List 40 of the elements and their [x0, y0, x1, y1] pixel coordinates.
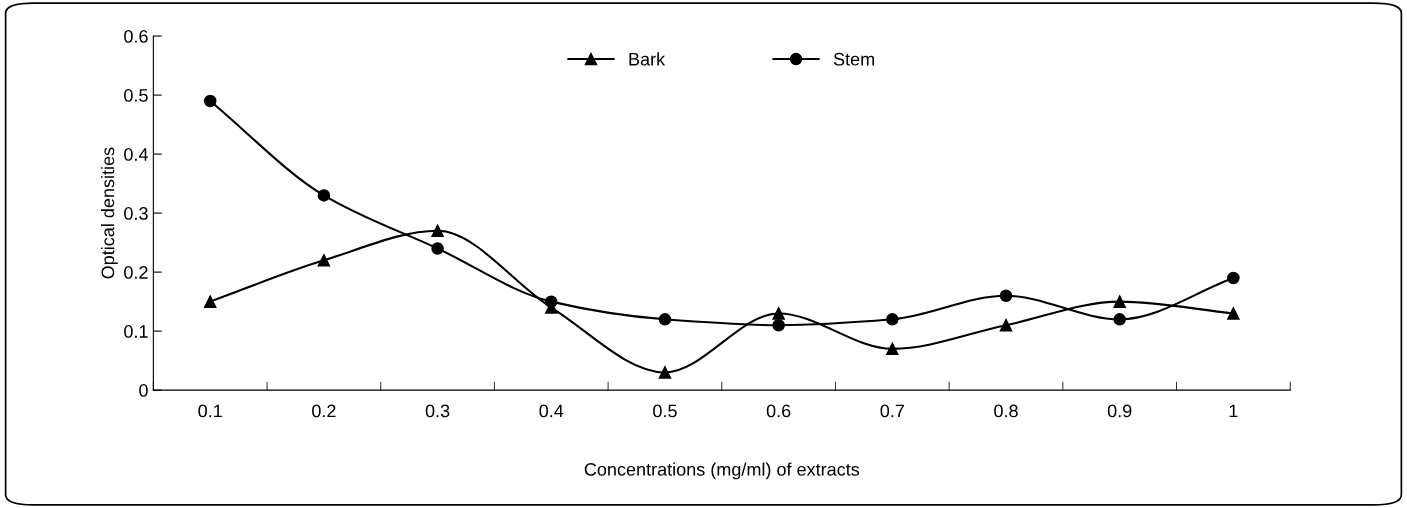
- x-tick-label: 0.6: [766, 404, 791, 418]
- point: [431, 224, 444, 238]
- point: [431, 242, 444, 255]
- point: [772, 318, 785, 332]
- point: [658, 366, 672, 379]
- x-tick-label: 0.3: [425, 404, 450, 418]
- y-tick-label: 0.2: [124, 266, 148, 279]
- y-tick-label: 0.1: [124, 325, 148, 338]
- x-tick-label: 0.5: [653, 404, 677, 418]
- x-tick-label: 1: [1229, 404, 1238, 418]
- y-axis-title: Optical densities: [101, 147, 118, 279]
- point: [545, 295, 558, 308]
- legend-label: Bark: [629, 52, 666, 66]
- point: [1113, 295, 1126, 308]
- point: [886, 313, 899, 326]
- x-tick-label: 0.1: [198, 404, 222, 418]
- x-tick-label: 0.7: [880, 404, 904, 418]
- y-tick-label: 0.5: [124, 89, 148, 102]
- legend-label: Stem: [833, 52, 874, 66]
- x-tick-label: 0.9: [1107, 404, 1132, 418]
- point: [1113, 313, 1126, 326]
- point: [1227, 271, 1240, 285]
- point: [658, 313, 672, 326]
- point: [317, 189, 331, 202]
- point: [203, 94, 217, 108]
- point: [1227, 307, 1240, 320]
- point: [999, 289, 1013, 302]
- x-tick-label: 0.8: [994, 404, 1018, 418]
- point: [317, 254, 331, 267]
- point: [999, 318, 1013, 332]
- x-tick-label: 0.2: [312, 404, 336, 418]
- y-tick-label: 0.3: [124, 207, 148, 220]
- y-tick-label: 0.6: [124, 30, 148, 43]
- point: [203, 295, 217, 308]
- point: [772, 307, 785, 320]
- y-tick-label: 0.4: [124, 148, 148, 161]
- x-axis-title: Concentrations (mg/ml) of extracts: [584, 462, 860, 480]
- y-tick-label: 0: [139, 384, 148, 397]
- x-tick-label: 0.4: [539, 404, 564, 418]
- point: [886, 342, 899, 356]
